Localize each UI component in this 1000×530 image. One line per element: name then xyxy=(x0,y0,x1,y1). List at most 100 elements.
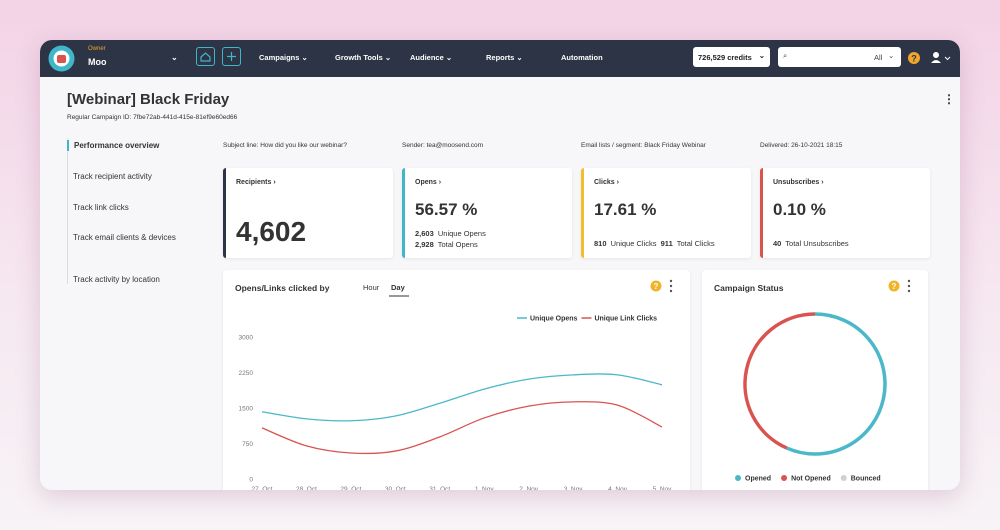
x-tick-label: 31. Oct xyxy=(429,486,450,490)
top-nav: Owner Moo ⌄ Campaigns ⌄ Growth Tools ⌄ A… xyxy=(40,40,960,77)
legend-item[interactable]: Opened xyxy=(735,475,771,483)
info-item: Email lists / segment: Black Friday Webi… xyxy=(581,142,706,149)
card-title[interactable]: Clicks › xyxy=(594,179,619,186)
y-tick-label: 750 xyxy=(242,441,253,448)
help-icon[interactable]: ? xyxy=(888,280,900,292)
sidebar-item[interactable]: Track recipient activity xyxy=(73,172,152,181)
sidebar-item[interactable]: Track link clicks xyxy=(73,203,129,212)
legend-swatch xyxy=(735,475,741,481)
donut-chart: ? Campaign Status Opened Not Opened Bounced xyxy=(714,279,911,483)
info-item: Subject line: How did you like our webin… xyxy=(223,142,347,149)
stat-card: Clicks › 17.61 % 810 Unique Clicks 911 T… xyxy=(581,168,751,258)
x-tick-label: 3. Nov xyxy=(564,486,584,490)
legend-label: Bounced xyxy=(851,476,881,483)
help-icon[interactable]: ? xyxy=(650,280,662,292)
legend-item[interactable]: Not Opened xyxy=(781,475,831,483)
chevron: ⌄ xyxy=(171,53,178,62)
donut-segment xyxy=(743,312,816,450)
campaign-id: Regular Campaign ID: 7fbe72ab-441d-415e-… xyxy=(67,114,238,121)
dot xyxy=(669,289,673,293)
chart-title: Opens/Links clicked by xyxy=(235,283,330,293)
card-value: 0.10 % xyxy=(773,200,826,219)
card-title[interactable]: Recipients › xyxy=(236,179,276,186)
sidebar-item[interactable]: Track activity by location xyxy=(73,275,160,284)
series-line xyxy=(261,401,663,455)
legend-label: Opened xyxy=(745,476,771,483)
tab[interactable]: Day xyxy=(391,283,406,292)
card-stats: 40 Total Unsubscribes xyxy=(773,239,849,248)
account-name[interactable]: Moo xyxy=(88,57,107,67)
sidebar-item[interactable]: Track email clients & devices xyxy=(73,233,176,242)
info-item: Delivered: 26-10-2021 18:15 xyxy=(760,142,843,149)
user-icon[interactable] xyxy=(930,51,952,65)
more-menu[interactable] xyxy=(669,279,673,293)
line-chart: ? Opens/Links clicked by Hour Day Unique Ope… xyxy=(235,279,673,490)
menu-item[interactable]: Growth Tools ⌄ xyxy=(335,53,392,62)
x-tick-label: 29. Oct xyxy=(340,486,361,490)
card-stats: 2,603 Unique Opens 2,928 Total Opens xyxy=(415,229,486,249)
help-circle xyxy=(888,280,900,292)
credits[interactable]: 726,529 credits ⌄ xyxy=(693,47,770,67)
stat-card: Unsubscribes › 0.10 % 40 Total Unsubscri… xyxy=(760,168,930,258)
legend-swatch xyxy=(840,475,847,481)
more-menu[interactable] xyxy=(907,279,911,293)
stat-card: Recipients › 4,602 xyxy=(223,168,393,258)
dot xyxy=(669,279,673,283)
card-value: 56.57 % xyxy=(415,200,478,219)
legend-label: Not Opened xyxy=(791,476,831,483)
home-button[interactable] xyxy=(196,47,215,66)
stat-card: Opens › 56.57 % 2,603 Unique Opens 2,928 … xyxy=(402,168,572,258)
help-circle xyxy=(650,280,662,292)
x-tick-label: 4. Nov xyxy=(608,486,628,490)
dot xyxy=(907,279,911,283)
owner-label: Owner xyxy=(88,46,106,52)
legend-item[interactable]: Bounced xyxy=(840,475,881,483)
dot xyxy=(669,284,673,288)
search-scope: All xyxy=(874,53,883,62)
line-panel: ? Opens/Links clicked by Hour Day Unique Ope… xyxy=(223,270,690,490)
svg-text:?: ? xyxy=(911,54,917,64)
page-title: [Webinar] Black Friday xyxy=(67,91,230,108)
menu-item[interactable]: Audience ⌄ xyxy=(410,53,453,62)
x-tick-label: 28. Oct xyxy=(296,486,317,490)
legend-item[interactable]: Unique Link Clicks xyxy=(581,316,657,323)
y-tick-label: 1500 xyxy=(239,406,254,413)
help-mark: ? xyxy=(892,282,897,291)
legend-label: Unique Link Clicks xyxy=(594,316,657,323)
x-tick-label: 1. Nov xyxy=(475,486,495,490)
card-title[interactable]: Opens › xyxy=(415,179,442,186)
add-button[interactable] xyxy=(222,47,241,66)
card-value: 17.61 % xyxy=(594,200,657,219)
legend-label: Unique Opens xyxy=(530,316,578,323)
x-tick-label: 30. Oct xyxy=(385,486,406,490)
chart-title: Campaign Status xyxy=(714,283,784,293)
sidebar-rule xyxy=(67,138,68,284)
legend-swatch xyxy=(781,475,788,481)
card-value: 4,602 xyxy=(236,216,307,247)
y-tick-label: 3000 xyxy=(239,335,254,342)
legend-item[interactable]: Unique Opens xyxy=(517,316,578,323)
donut-panel: ? Campaign Status Opened Not Opened Bounced xyxy=(702,270,928,490)
donut-segment xyxy=(786,312,887,456)
x-tick-label: 27. Oct xyxy=(252,486,273,490)
dot xyxy=(907,284,911,288)
menu-item[interactable]: Automation xyxy=(561,53,603,62)
x-tick-label: 5. Nov xyxy=(653,486,673,490)
more-menu[interactable]: ⋮ xyxy=(943,92,955,106)
tab[interactable]: Hour xyxy=(363,283,380,292)
x-tick-label: 2. Nov xyxy=(519,486,539,490)
help-mark: ? xyxy=(654,282,659,291)
dot xyxy=(907,289,911,293)
card-title[interactable]: Unsubscribes › xyxy=(773,179,824,186)
card-stats: 810 Unique Clicks 911 Total Clicks xyxy=(594,239,715,248)
info-item: Sender: tea@moosend.com xyxy=(402,142,484,149)
search-box[interactable]: ⌕ All ⌄ xyxy=(778,47,901,67)
sidebar-item[interactable]: Performance overview xyxy=(67,140,177,151)
logo xyxy=(48,45,75,72)
help-icon[interactable]: ? xyxy=(907,51,921,65)
series-line xyxy=(261,373,663,422)
app-window: Owner Moo ⌄ Campaigns ⌄ Growth Tools ⌄ A… xyxy=(40,40,960,490)
menu-item[interactable]: Reports ⌄ xyxy=(486,53,523,62)
menu-item[interactable]: Campaigns ⌄ xyxy=(259,53,308,62)
